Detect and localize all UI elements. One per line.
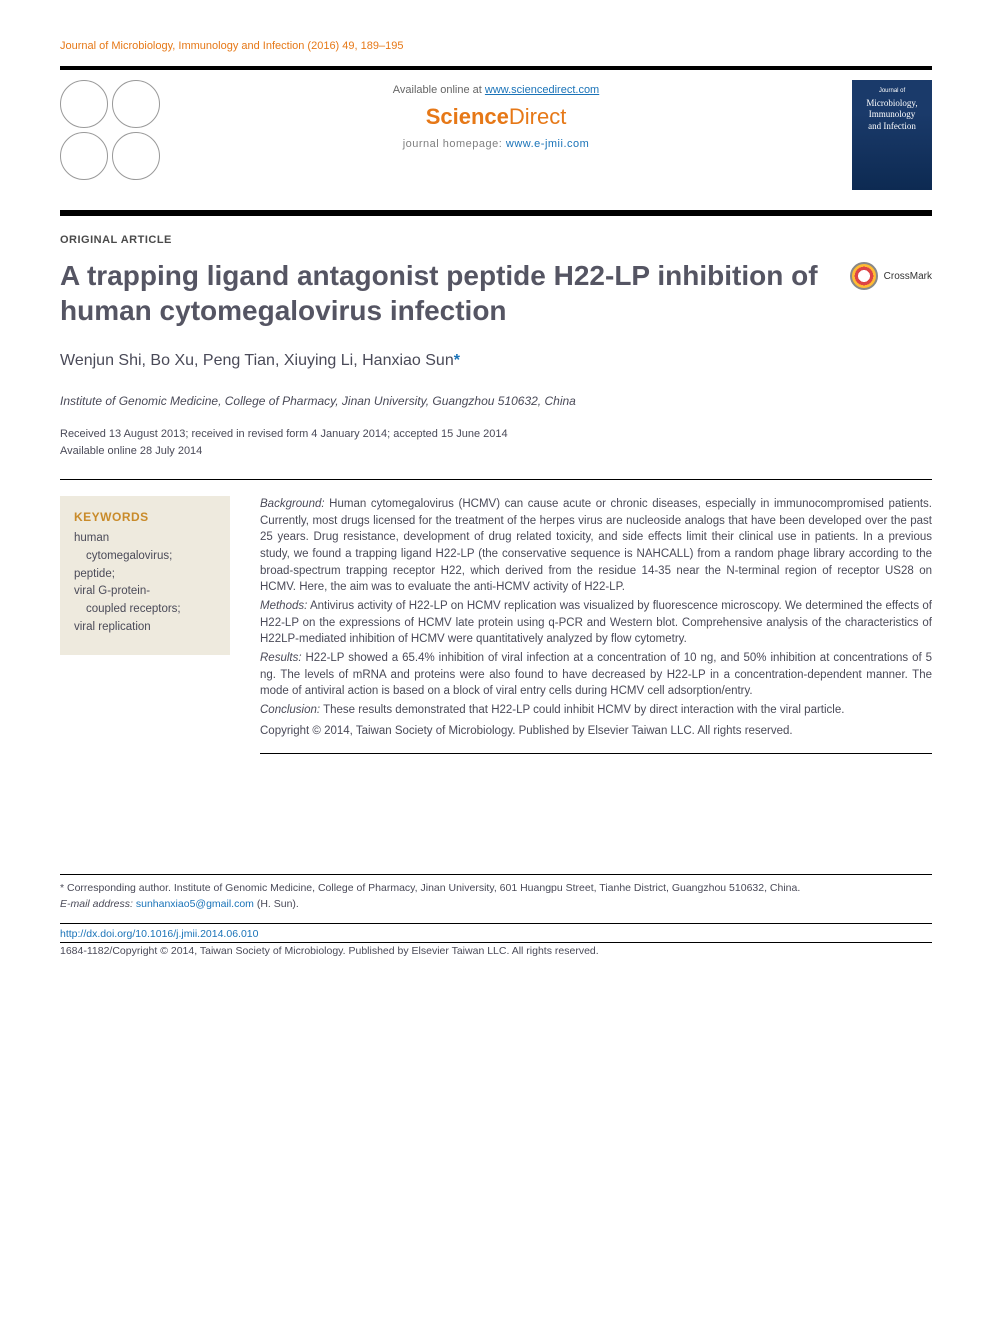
keyword: coupled receptors; <box>74 601 216 619</box>
keyword: cytomegalovirus; <box>74 548 216 566</box>
cover-line: Journal of <box>858 88 926 96</box>
crossmark-icon <box>850 262 878 290</box>
abstract-results-text: H22-LP showed a 65.4% inhibition of vira… <box>260 652 932 697</box>
keywords-box: KEYWORDS human cytomegalovirus; peptide;… <box>60 496 230 655</box>
keywords-heading: KEYWORDS <box>74 510 216 524</box>
abstract-background-label: Background: <box>260 498 325 510</box>
abstract-copyright: Copyright © 2014, Taiwan Society of Micr… <box>260 723 932 740</box>
abstract-methods-text: Antivirus activity of H22-LP on HCMV rep… <box>260 600 932 645</box>
abstract-background-text: Human cytomegalovirus (HCMV) can cause a… <box>260 498 932 593</box>
journal-homepage-label: journal homepage: <box>403 138 506 150</box>
cover-line: and Infection <box>858 121 926 133</box>
history-online: Available online 28 July 2014 <box>60 443 932 460</box>
sciencedirect-logo: ScienceDirect <box>60 104 932 130</box>
article-title: A trapping ligand antagonist peptide H22… <box>60 258 830 328</box>
article-type: ORIGINAL ARTICLE <box>60 234 932 246</box>
keyword: human <box>74 530 216 548</box>
abstract-results-label: Results: <box>260 652 302 664</box>
footnotes: * Corresponding author. Institute of Gen… <box>60 874 932 913</box>
journal-cover-thumbnail: Journal of Microbiology, Immunology and … <box>852 80 932 190</box>
journal-homepage: journal homepage: www.e-jmii.com <box>60 138 932 150</box>
crossmark-label: CrossMark <box>884 271 932 282</box>
available-online-prefix: Available online at <box>393 84 485 96</box>
abstract: Background: Human cytomegalovirus (HCMV)… <box>260 496 932 754</box>
email-link[interactable]: sunhanxiao5@gmail.com <box>136 898 254 910</box>
keyword: peptide; <box>74 566 216 584</box>
seal-icon <box>112 80 160 128</box>
running-head: Journal of Microbiology, Immunology and … <box>60 40 932 52</box>
cover-line: Microbiology, <box>858 98 926 110</box>
authors-list: Wenjun Shi, Bo Xu, Peng Tian, Xiuying Li… <box>60 352 454 369</box>
keywords-list: human cytomegalovirus; peptide; viral G-… <box>74 530 216 637</box>
masthead: Available online at www.sciencedirect.co… <box>60 66 932 196</box>
corresponding-author-note: * Corresponding author. Institute of Gen… <box>60 881 932 897</box>
article-history: Received 13 August 2013; received in rev… <box>60 426 932 459</box>
abstract-methods-label: Methods: <box>260 600 307 612</box>
history-received: Received 13 August 2013; received in rev… <box>60 426 932 443</box>
corresponding-marker: * <box>454 352 460 369</box>
abstract-conclusion-text: These results demonstrated that H22-LP c… <box>320 704 844 716</box>
seal-icon <box>60 132 108 180</box>
issn-copyright: 1684-1182/Copyright © 2014, Taiwan Socie… <box>60 942 932 957</box>
seal-icon <box>112 132 160 180</box>
email-tail: (H. Sun). <box>254 898 299 910</box>
keyword: viral G-protein- <box>74 583 216 601</box>
divider <box>260 753 932 754</box>
authors: Wenjun Shi, Bo Xu, Peng Tian, Xiuying Li… <box>60 352 932 370</box>
society-seals <box>60 80 170 180</box>
affiliation: Institute of Genomic Medicine, College o… <box>60 394 932 408</box>
doi-link[interactable]: http://dx.doi.org/10.1016/j.jmii.2014.06… <box>60 928 932 940</box>
journal-homepage-link[interactable]: www.e-jmii.com <box>506 138 589 150</box>
abstract-conclusion-label: Conclusion: <box>260 704 320 716</box>
divider <box>60 210 932 216</box>
cover-line: Immunology <box>858 109 926 121</box>
sd-logo-part2: Direct <box>509 104 566 129</box>
sciencedirect-link[interactable]: www.sciencedirect.com <box>485 84 599 96</box>
email-label: E-mail address: <box>60 898 136 910</box>
sd-logo-part1: Science <box>426 104 509 129</box>
available-online: Available online at www.sciencedirect.co… <box>60 84 932 96</box>
crossmark-badge[interactable]: CrossMark <box>850 262 932 290</box>
keyword: viral replication <box>74 619 216 637</box>
seal-icon <box>60 80 108 128</box>
